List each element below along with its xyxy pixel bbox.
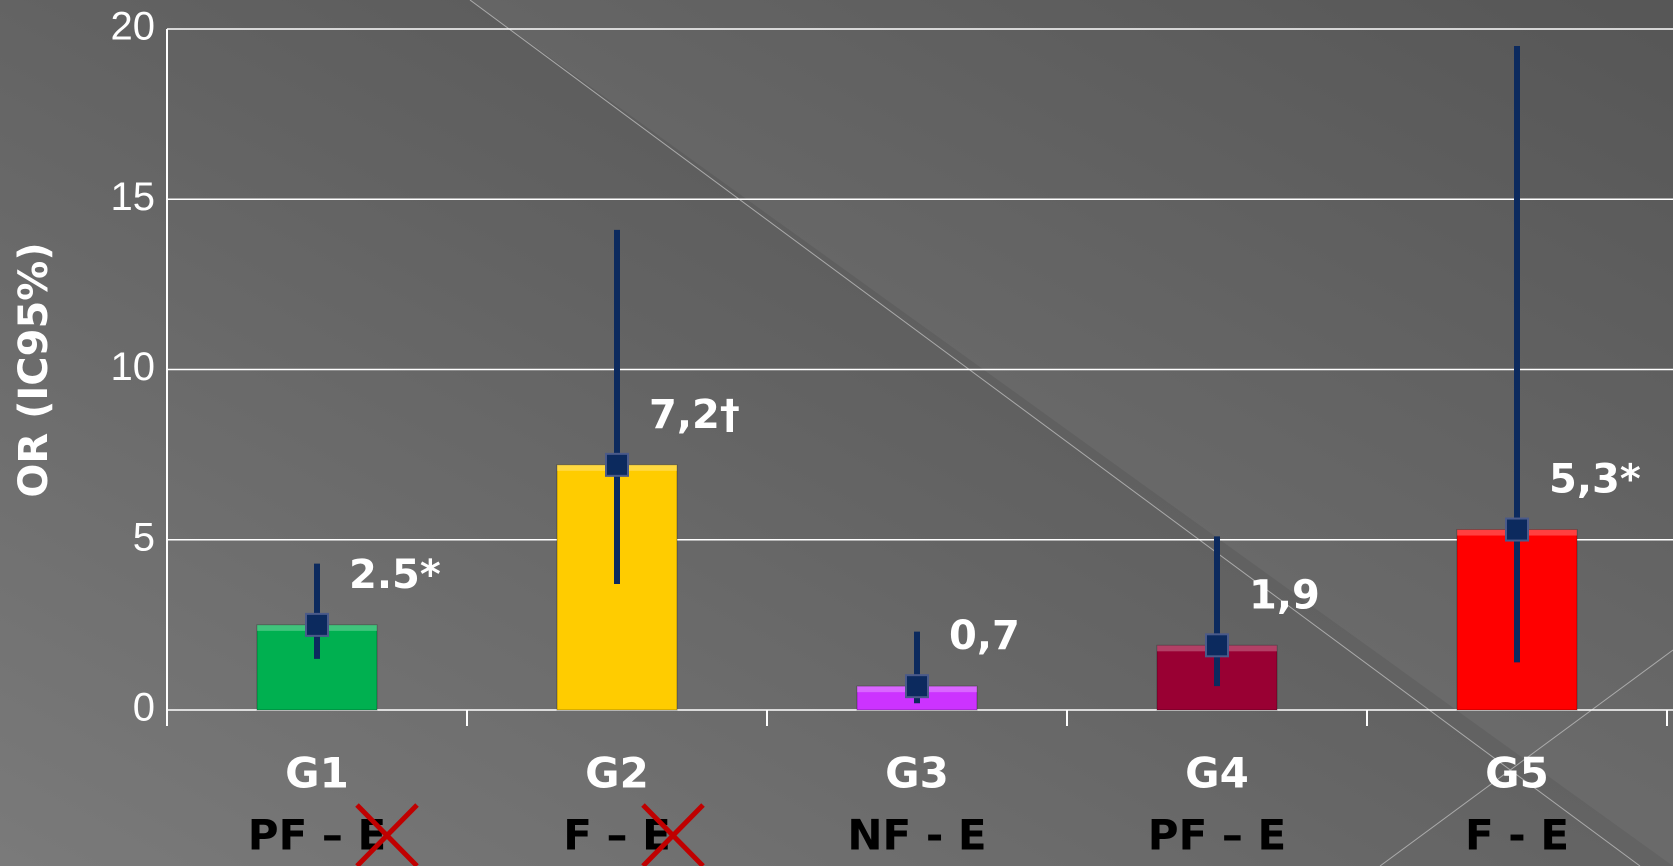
y-tick-label: 15 <box>111 175 156 219</box>
decor-line <box>1379 649 1673 866</box>
value-label: 0,7 <box>949 613 1020 659</box>
cross <box>355 803 419 866</box>
x-sublabel: F - E <box>1465 811 1569 860</box>
decor <box>470 0 1673 866</box>
point-marker <box>305 612 329 637</box>
value-label: 2.5* <box>349 552 441 598</box>
value-label: 5,3* <box>1549 457 1641 503</box>
x-tick-label: G3 <box>885 749 949 798</box>
y-tick-label: 20 <box>111 5 156 49</box>
y-axis-label: OR (IC95%) <box>11 242 57 497</box>
value-label: 1,9 <box>1249 572 1320 618</box>
y-tick-label: 10 <box>111 345 156 389</box>
x-sublabel: NF - E <box>847 811 986 860</box>
x-tick-label: G1 <box>285 749 349 798</box>
x-tick-label: G2 <box>585 749 649 798</box>
x-tick-label: G4 <box>1185 749 1249 798</box>
cross <box>641 803 705 866</box>
y-tick-label: 0 <box>133 686 155 730</box>
y-tick-label: 5 <box>133 515 155 559</box>
x-sublabel: F – E <box>563 811 671 860</box>
decor-line <box>469 0 1641 866</box>
x-tick-label: G5 <box>1485 749 1549 798</box>
point-marker <box>605 452 629 477</box>
x-sublabel: PF – E <box>248 811 386 860</box>
point-marker <box>1505 517 1529 542</box>
point-marker <box>1205 633 1229 658</box>
point-marker <box>905 674 929 699</box>
value-label: 7,2† <box>649 392 740 438</box>
x-sublabel: PF – E <box>1148 811 1286 860</box>
